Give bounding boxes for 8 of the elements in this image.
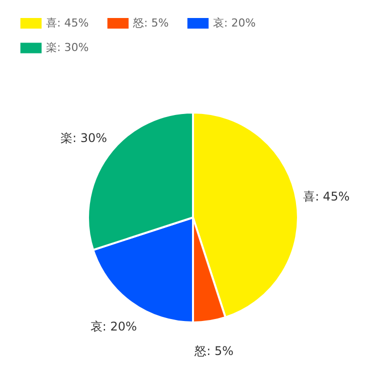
slice-label: 哀: 20% [90,320,137,334]
legend-label: 楽: 30% [46,41,89,54]
legend-label: 喜: 45% [46,16,89,30]
legend-label: 怒: 5% [132,16,169,30]
legend-label: 哀: 20% [213,16,256,30]
slice-label: 怒: 5% [194,344,234,358]
slice-label: 楽: 30% [60,131,108,146]
slice-label: 喜: 45% [303,189,350,204]
